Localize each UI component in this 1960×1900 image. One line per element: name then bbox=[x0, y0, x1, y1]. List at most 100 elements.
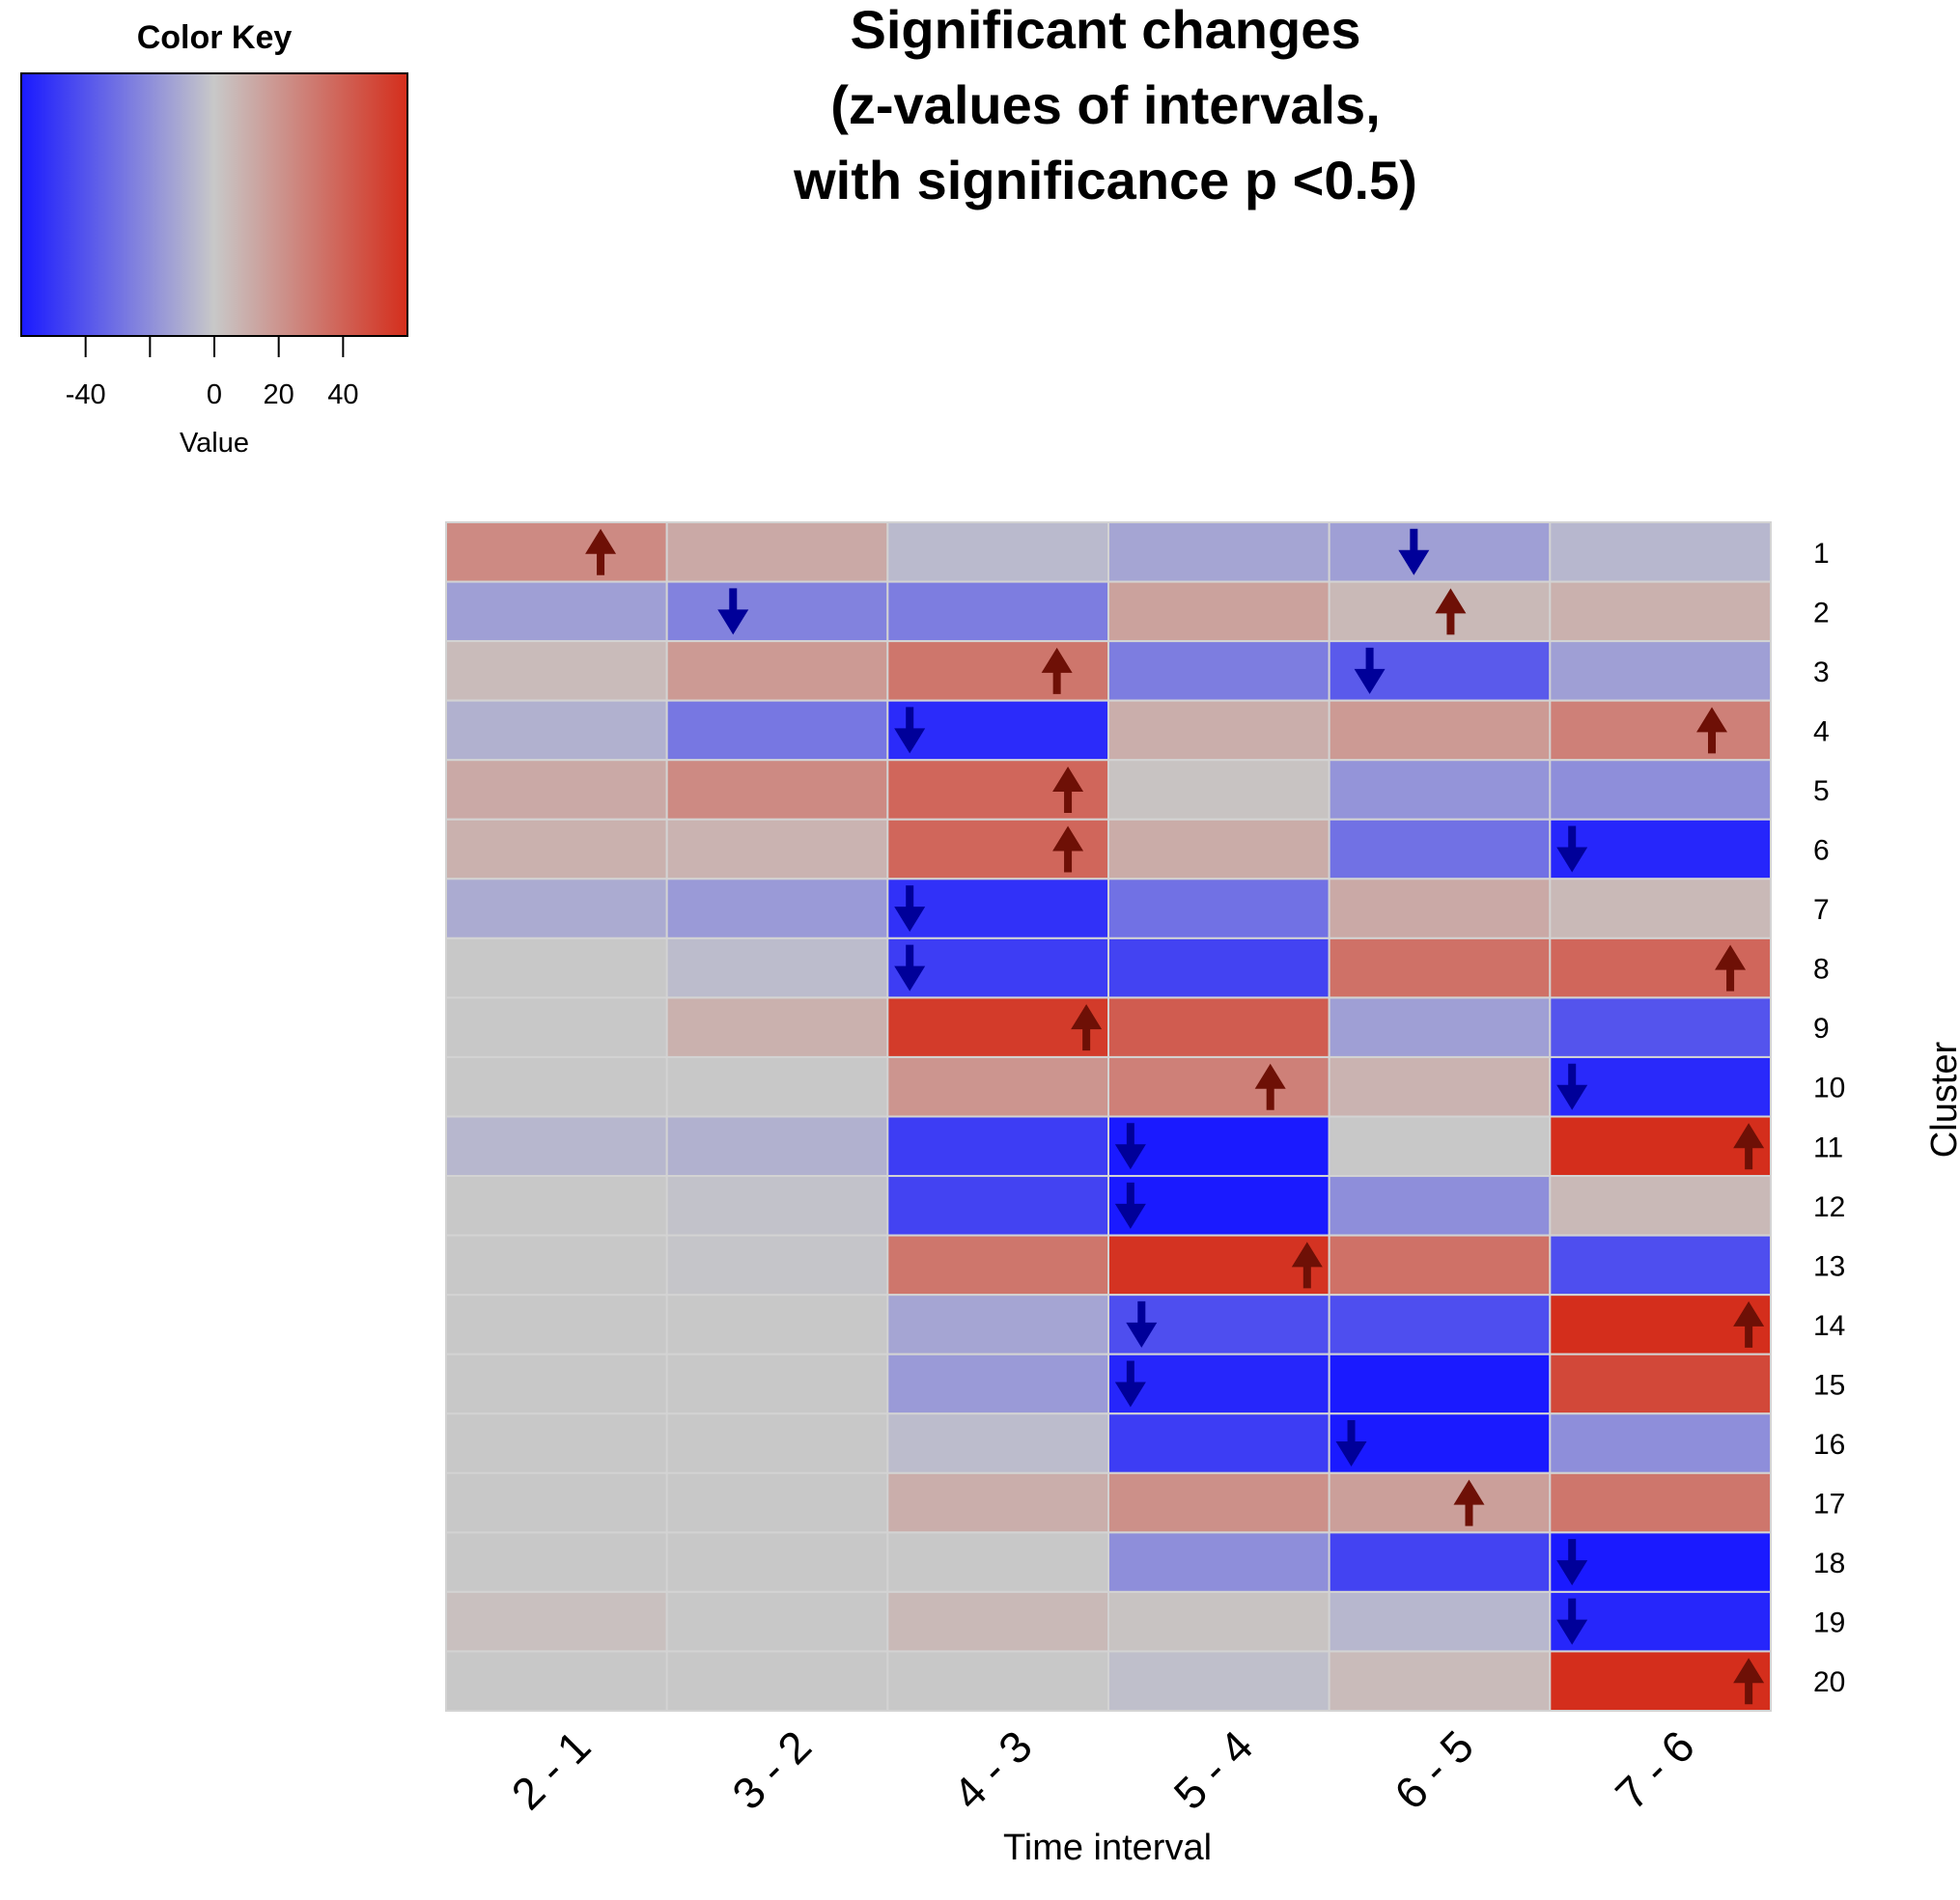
heatmap-cell bbox=[1107, 759, 1330, 821]
heatmap-cell bbox=[1328, 1412, 1552, 1474]
heatmap-cell bbox=[1549, 1412, 1773, 1474]
heatmap-cell bbox=[1107, 818, 1330, 880]
heatmap-cell bbox=[665, 1234, 889, 1297]
heatmap-cell bbox=[1107, 699, 1330, 762]
heatmap-cell bbox=[1549, 640, 1773, 702]
heatmap-cell bbox=[445, 996, 668, 1058]
heatmap-cell bbox=[1328, 1115, 1552, 1178]
heatmap-cell bbox=[886, 1294, 1109, 1355]
heatmap-cell bbox=[1328, 759, 1552, 821]
heatmap-cell bbox=[1549, 996, 1773, 1058]
heatmap-cell bbox=[445, 1412, 668, 1474]
down-arrow-icon bbox=[1114, 1123, 1146, 1170]
row-label: 2 bbox=[1813, 597, 1830, 629]
heatmap-cell bbox=[445, 1115, 668, 1178]
heatmap-cell bbox=[665, 996, 889, 1058]
up-arrow-icon bbox=[1041, 647, 1073, 694]
heatmap-cell bbox=[1549, 1234, 1773, 1297]
up-arrow-icon bbox=[1291, 1242, 1323, 1289]
down-arrow-icon bbox=[1114, 1360, 1146, 1408]
heatmap-cell bbox=[445, 1294, 668, 1355]
row-label: 14 bbox=[1813, 1310, 1845, 1342]
heatmap-cell bbox=[1328, 1531, 1552, 1593]
heatmap-cell bbox=[1107, 1055, 1330, 1118]
down-arrow-icon bbox=[894, 944, 926, 992]
heatmap-cell bbox=[445, 1055, 668, 1118]
heatmap-cell bbox=[445, 1175, 668, 1237]
heatmap-cell bbox=[1328, 521, 1552, 583]
heatmap-cell bbox=[886, 521, 1109, 583]
heatmap-cell bbox=[665, 936, 889, 999]
heatmap-cell bbox=[1549, 521, 1773, 583]
heatmap-cell bbox=[886, 699, 1109, 762]
color-key-tick-label: 40 bbox=[327, 379, 358, 410]
heatmap-cell bbox=[665, 878, 889, 939]
column-label: 2 - 1 bbox=[502, 1720, 601, 1819]
column-label: 3 - 2 bbox=[722, 1720, 821, 1819]
heatmap-cell bbox=[1328, 1471, 1552, 1534]
heatmap-cell bbox=[1107, 521, 1330, 583]
up-arrow-icon bbox=[1733, 1123, 1765, 1170]
down-arrow-icon bbox=[894, 707, 926, 754]
up-arrow-icon bbox=[1052, 766, 1084, 813]
heatmap-cell bbox=[445, 1353, 668, 1415]
heatmap-cell bbox=[1549, 1294, 1773, 1355]
y-axis-title: Cluster bbox=[1924, 1041, 1960, 1158]
heatmap-cell bbox=[1328, 818, 1552, 880]
up-arrow-icon bbox=[1733, 1300, 1765, 1348]
up-arrow-icon bbox=[1052, 825, 1084, 873]
up-arrow-icon bbox=[1254, 1063, 1286, 1110]
heatmap-cell bbox=[886, 640, 1109, 702]
heatmap-cell bbox=[445, 1590, 668, 1653]
heatmap-cell bbox=[1328, 1175, 1552, 1237]
down-arrow-icon bbox=[1354, 647, 1386, 694]
heatmap-cell bbox=[1107, 1531, 1330, 1593]
row-label: 7 bbox=[1813, 894, 1830, 926]
row-label: 4 bbox=[1813, 715, 1830, 747]
row-label: 1 bbox=[1813, 538, 1830, 570]
color-key-title: Color Key bbox=[137, 19, 293, 56]
heatmap-cell bbox=[1549, 759, 1773, 821]
row-label: 18 bbox=[1813, 1548, 1845, 1579]
row-label: 3 bbox=[1813, 657, 1830, 688]
down-arrow-icon bbox=[1335, 1420, 1367, 1467]
heatmap-cell bbox=[665, 1590, 889, 1653]
heatmap-cell bbox=[665, 580, 889, 643]
heatmap-cell bbox=[1107, 1412, 1330, 1474]
row-label: 6 bbox=[1813, 835, 1830, 867]
down-arrow-icon bbox=[1556, 1063, 1588, 1110]
row-label: 19 bbox=[1813, 1607, 1845, 1639]
heatmap-cell bbox=[1549, 818, 1773, 880]
row-label: 8 bbox=[1813, 954, 1830, 986]
heatmap-cell bbox=[886, 1055, 1109, 1118]
column-label: 6 - 5 bbox=[1385, 1720, 1483, 1819]
heatmap-cell bbox=[886, 580, 1109, 643]
heatmap-cell bbox=[1107, 1471, 1330, 1534]
heatmap-cell bbox=[1328, 1650, 1552, 1712]
row-label: 17 bbox=[1813, 1489, 1845, 1521]
heatmap-cell bbox=[665, 818, 889, 880]
heatmap-cells bbox=[445, 521, 1773, 1712]
heatmap-cell bbox=[1107, 1650, 1330, 1712]
heatmap-cell bbox=[665, 1115, 889, 1178]
heatmap-cell bbox=[445, 580, 668, 643]
heatmap-cell bbox=[665, 1650, 889, 1712]
heatmap-cell bbox=[445, 878, 668, 939]
heatmap-cell bbox=[886, 1234, 1109, 1297]
heatmap-cell bbox=[1549, 1115, 1773, 1178]
color-key-value-label: Value bbox=[180, 428, 249, 459]
heatmap-cell bbox=[665, 1294, 889, 1355]
heatmap-cell bbox=[1549, 580, 1773, 643]
down-arrow-icon bbox=[1126, 1300, 1158, 1348]
heatmap-cell bbox=[1549, 1353, 1773, 1415]
down-arrow-icon bbox=[1556, 1598, 1588, 1645]
color-key-ticks: -40 0 20 40 bbox=[66, 336, 358, 410]
heatmap-cell bbox=[886, 1115, 1109, 1178]
heatmap-cell bbox=[1328, 1590, 1552, 1653]
up-arrow-icon bbox=[1453, 1479, 1485, 1526]
column-labels: 2 - 1 3 - 2 4 - 3 5 - 4 6 - 5 7 - 6 bbox=[502, 1720, 1704, 1819]
heatmap-cell bbox=[1549, 1055, 1773, 1118]
heatmap-cell bbox=[665, 1471, 889, 1534]
heatmap-cell bbox=[1107, 580, 1330, 643]
